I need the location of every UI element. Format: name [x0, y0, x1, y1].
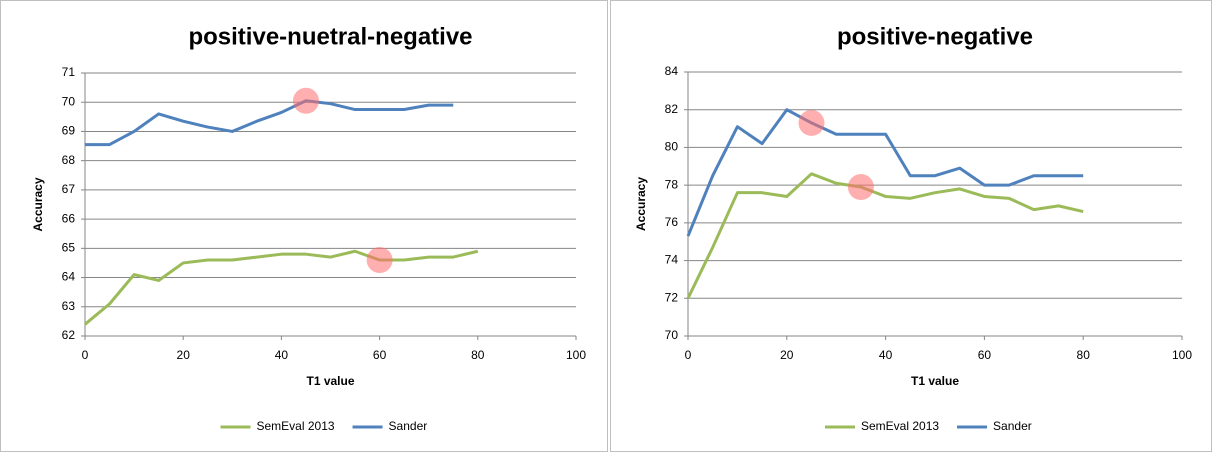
x-tick-label: 100 [1172, 348, 1192, 362]
x-tick-label: 80 [1077, 348, 1091, 362]
y-tick-label: 82 [665, 102, 679, 116]
y-tick-label: 80 [665, 140, 679, 154]
y-tick-label: 69 [62, 124, 76, 138]
series-line [686, 108, 1084, 237]
y-tick-label: 84 [665, 64, 679, 78]
chart-title: positive-negative [837, 23, 1033, 50]
y-tick-label: 72 [665, 290, 679, 304]
x-tick-label: 100 [566, 348, 586, 362]
y-tick-label: 66 [62, 211, 76, 225]
highlight-marker [366, 247, 393, 274]
panel-border [0, 0, 608, 452]
series-line [85, 99, 454, 147]
x-tick-label: 60 [373, 348, 387, 362]
x-tick-label: 20 [780, 348, 794, 362]
legend-label: SemEval 2013 [257, 419, 335, 433]
legend-label: Sander [389, 419, 428, 433]
y-axis-title: Accuracy [31, 177, 45, 231]
x-axis-title: T1 value [306, 374, 354, 388]
highlight-marker [292, 87, 319, 114]
x-tick-label: 40 [879, 348, 893, 362]
chart-panel: positive-nuetral-negative 62 63 64 65 66 67 68 6… [0, 0, 608, 452]
x-tick-label: 60 [978, 348, 992, 362]
highlight-marker [798, 109, 825, 136]
y-axis-title: Accuracy [634, 177, 648, 231]
y-tick-label: 68 [62, 153, 76, 167]
y-tick-label: 62 [62, 328, 76, 342]
y-tick-label: 63 [62, 299, 76, 313]
y-tick-label: 65 [62, 241, 76, 255]
y-tick-label: 71 [62, 65, 76, 79]
series-line [84, 249, 479, 326]
y-tick-label: 64 [62, 270, 76, 284]
legend-label: SemEval 2013 [861, 419, 939, 433]
legend-label: Sander [993, 419, 1032, 433]
y-tick-label: 67 [62, 182, 76, 196]
x-axis-title: T1 value [911, 374, 959, 388]
x-tick-label: 0 [685, 348, 692, 362]
chart-panel: positive-negative 70 72 74 76 78 80 82 84 0 20 40 60… [610, 0, 1212, 452]
series-line [686, 172, 1084, 299]
x-tick-label: 80 [471, 348, 485, 362]
x-tick-label: 0 [82, 348, 89, 362]
y-tick-label: 70 [665, 328, 679, 342]
chart-title: positive-nuetral-negative [188, 23, 472, 50]
y-tick-label: 70 [62, 94, 76, 108]
x-tick-label: 40 [275, 348, 289, 362]
highlight-marker [847, 174, 874, 201]
y-tick-label: 76 [665, 215, 679, 229]
y-tick-label: 74 [665, 253, 679, 267]
x-tick-label: 20 [177, 348, 191, 362]
y-tick-label: 78 [665, 177, 679, 191]
